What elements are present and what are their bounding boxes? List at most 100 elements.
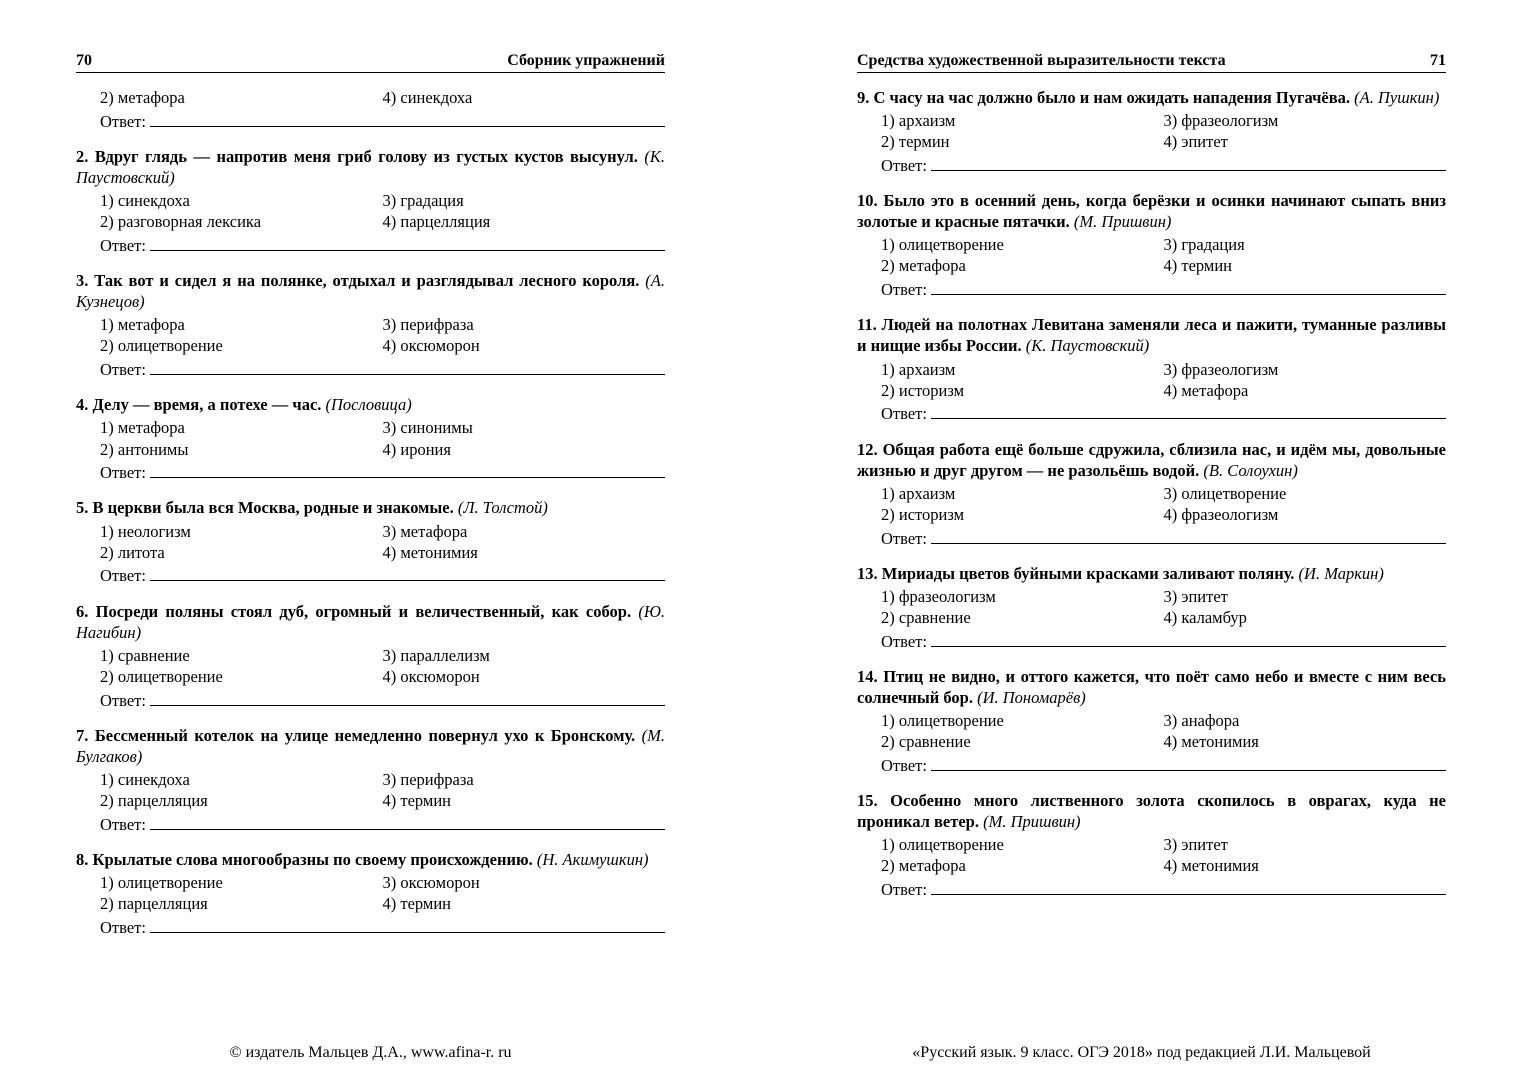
- answer-line[interactable]: [150, 813, 665, 830]
- option-col-left: 1) метафора2) олицетворение: [100, 314, 383, 356]
- option-grid: 1) синекдоха2) парцелляция3) перифраза4)…: [76, 769, 665, 811]
- option-item: 2) антонимы: [100, 439, 383, 460]
- question-prompt-text: 5. В церкви была вся Москва, родные и зн…: [76, 498, 458, 517]
- question-block: 14. Птиц не видно, и оттого кажется, что…: [857, 666, 1446, 776]
- option-col-right: 3) олицетворение4) фразеологизм: [1164, 483, 1447, 525]
- answer-row: Ответ:: [857, 403, 1446, 425]
- option-grid: 1) сравнение2) олицетворение3) параллели…: [76, 645, 665, 687]
- option-item: 2) олицетворение: [100, 335, 383, 356]
- option-grid: 2) метафора4) синекдоха: [76, 87, 665, 108]
- option-item: 4) термин: [383, 893, 666, 914]
- option-item: 4) термин: [1164, 255, 1447, 276]
- option-item: 4) каламбур: [1164, 607, 1447, 628]
- question-prompt: 12. Общая работа ещё больше сдружила, сб…: [857, 439, 1446, 481]
- question-prompt-text: 9. С часу на час должно было и нам ожида…: [857, 88, 1354, 107]
- answer-label: Ответ:: [881, 528, 931, 549]
- question-block: 5. В церкви была вся Москва, родные и зн…: [76, 497, 665, 586]
- question-author: (Пословица): [326, 395, 412, 414]
- page-right: Средства художественной выразительности …: [761, 0, 1522, 1080]
- option-item: 1) архаизм: [881, 110, 1164, 131]
- option-col-right: 3) фразеологизм4) эпитет: [1164, 110, 1447, 152]
- option-item: 1) синекдоха: [100, 769, 383, 790]
- answer-label: Ответ:: [100, 690, 150, 711]
- option-col-right: 3) оксюморон4) термин: [383, 872, 666, 914]
- answer-label: Ответ:: [881, 879, 931, 900]
- answer-label: Ответ:: [881, 403, 931, 424]
- question-prompt-text: 6. Посреди поляны стоял дуб, огромный и …: [76, 602, 638, 621]
- option-item: 2) термин: [881, 131, 1164, 152]
- answer-line[interactable]: [931, 754, 1446, 771]
- option-item: 4) оксюморон: [383, 666, 666, 687]
- option-col-right: 3) параллелизм4) оксюморон: [383, 645, 666, 687]
- option-item: 2) разговорная лексика: [100, 211, 383, 232]
- question-prompt: 14. Птиц не видно, и оттого кажется, что…: [857, 666, 1446, 708]
- answer-label: Ответ:: [881, 755, 931, 776]
- answer-line[interactable]: [931, 154, 1446, 171]
- answer-row: Ответ:: [76, 234, 665, 256]
- question-author: (М. Пришвин): [1074, 212, 1171, 231]
- option-item: 3) олицетворение: [1164, 483, 1447, 504]
- question-block: 8. Крылатые слова многообразны по своему…: [76, 849, 665, 938]
- answer-line[interactable]: [150, 462, 665, 479]
- option-item: 3) анафора: [1164, 710, 1447, 731]
- question-block: 11. Людей на полотнах Левитана заменяли …: [857, 314, 1446, 424]
- answer-line[interactable]: [931, 279, 1446, 296]
- footer-left: © издатель Мальцев Д.А., www.afina-r. ru: [0, 1044, 761, 1062]
- answer-line[interactable]: [150, 359, 665, 376]
- page-left: 70 Сборник упражнений 2) метафора4) сине…: [0, 0, 761, 1080]
- page-number-left: 70: [76, 52, 92, 70]
- option-grid: 1) олицетворение2) парцелляция3) оксюмор…: [76, 872, 665, 914]
- question-prompt-text: 14. Птиц не видно, и оттого кажется, что…: [857, 667, 1446, 707]
- option-item: 3) эпитет: [1164, 834, 1447, 855]
- answer-line[interactable]: [150, 689, 665, 706]
- page-number-right: 71: [1430, 52, 1446, 70]
- answer-label: Ответ:: [100, 462, 150, 483]
- answer-row: Ответ:: [857, 630, 1446, 652]
- option-item: 3) перифраза: [383, 769, 666, 790]
- option-item: 4) синекдоха: [383, 87, 666, 108]
- option-col-left: 2) метафора: [100, 87, 383, 108]
- option-item: 3) параллелизм: [383, 645, 666, 666]
- option-grid: 1) фразеологизм2) сравнение3) эпитет4) к…: [857, 586, 1446, 628]
- answer-line[interactable]: [931, 403, 1446, 420]
- answer-line[interactable]: [931, 630, 1446, 647]
- option-col-right: 4) синекдоха: [383, 87, 666, 108]
- option-grid: 1) неологизм2) литота3) метафора4) метон…: [76, 521, 665, 563]
- question-prompt-text: 15. Особенно много лиственного золота ск…: [857, 791, 1446, 831]
- option-grid: 1) олицетворение2) сравнение3) анафора4)…: [857, 710, 1446, 752]
- answer-line[interactable]: [931, 527, 1446, 544]
- answer-line[interactable]: [150, 110, 665, 127]
- header-title-right: Средства художественной выразительности …: [857, 52, 1226, 70]
- option-item: 1) олицетворение: [881, 234, 1164, 255]
- question-prompt-text: 12. Общая работа ещё больше сдружила, сб…: [857, 440, 1446, 480]
- footer-right: «Русский язык. 9 класс. ОГЭ 2018» под ре…: [761, 1044, 1522, 1062]
- answer-row: Ответ:: [76, 359, 665, 381]
- page-spread: 70 Сборник упражнений 2) метафора4) сине…: [0, 0, 1522, 1080]
- question-block: 15. Особенно много лиственного золота ск…: [857, 790, 1446, 900]
- option-grid: 1) олицетворение2) метафора3) градация4)…: [857, 234, 1446, 276]
- option-col-left: 1) фразеологизм2) сравнение: [881, 586, 1164, 628]
- option-item: 3) эпитет: [1164, 586, 1447, 607]
- answer-line[interactable]: [150, 565, 665, 582]
- option-col-left: 1) синекдоха2) разговорная лексика: [100, 190, 383, 232]
- option-item: 3) оксюморон: [383, 872, 666, 893]
- question-block: 2. Вдруг глядь — напротив меня гриб голо…: [76, 146, 665, 256]
- answer-line[interactable]: [931, 879, 1446, 896]
- question-prompt: 9. С часу на час должно было и нам ожида…: [857, 87, 1446, 108]
- answer-row: Ответ:: [857, 879, 1446, 901]
- question-author: (А. Пушкин): [1354, 88, 1439, 107]
- option-item: 3) градация: [383, 190, 666, 211]
- question-prompt: 3. Так вот и сидел я на полянке, отдыхал…: [76, 270, 665, 312]
- answer-row: Ответ:: [857, 754, 1446, 776]
- option-col-left: 1) архаизм2) историзм: [881, 483, 1164, 525]
- question-prompt: 7. Бессменный котелок на улице немедленн…: [76, 725, 665, 767]
- answer-row: Ответ:: [76, 565, 665, 587]
- answer-line[interactable]: [150, 234, 665, 251]
- header-row-right: Средства художественной выразительности …: [857, 52, 1446, 72]
- option-col-left: 1) метафора2) антонимы: [100, 417, 383, 459]
- option-item: 3) фразеологизм: [1164, 359, 1447, 380]
- answer-line[interactable]: [150, 916, 665, 933]
- answer-label: Ответ:: [100, 814, 150, 835]
- option-grid: 1) архаизм2) историзм3) фразеологизм4) м…: [857, 359, 1446, 401]
- option-item: 2) олицетворение: [100, 666, 383, 687]
